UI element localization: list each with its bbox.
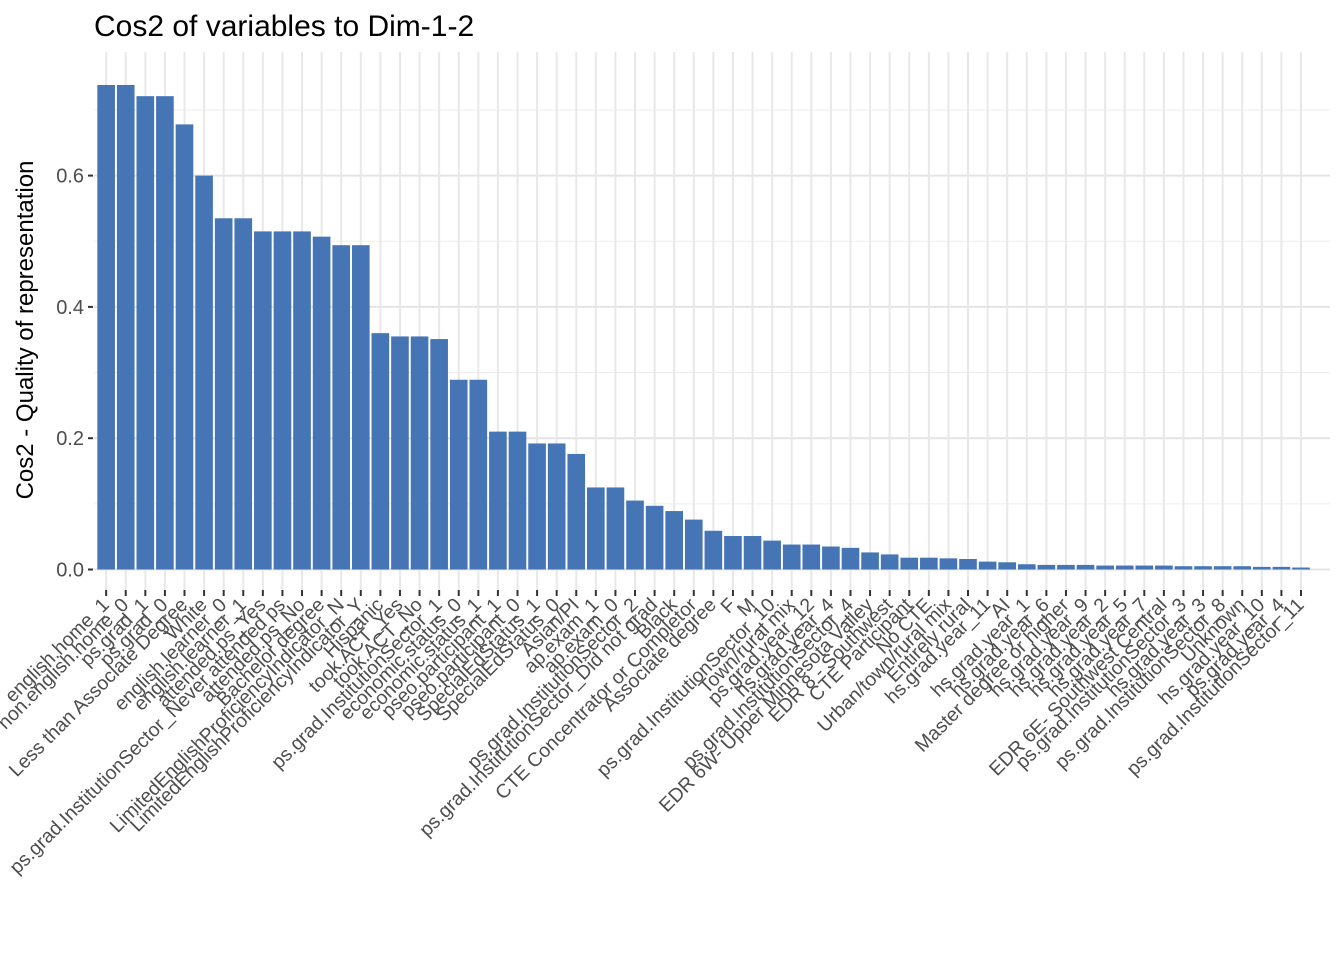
bar [861, 552, 879, 570]
bar [606, 487, 625, 570]
bar [567, 453, 586, 570]
bar [97, 85, 115, 570]
y-tick-label: 0.0 [56, 560, 84, 582]
bar [214, 218, 233, 570]
bar [724, 536, 742, 570]
bar [1096, 565, 1114, 570]
bar [489, 431, 507, 570]
bar [665, 511, 684, 570]
bar [332, 245, 351, 570]
y-tick-label: 0.6 [56, 166, 84, 188]
bar [920, 557, 938, 570]
bar [1292, 567, 1310, 570]
bar [763, 540, 781, 570]
bar [1253, 566, 1271, 570]
bar [1194, 566, 1212, 570]
bar [880, 554, 899, 570]
bar [528, 443, 546, 570]
bar [430, 339, 448, 570]
bar [234, 218, 253, 570]
chart-title: Cos2 of variables to Dim-1-2 [94, 10, 475, 43]
bar [312, 236, 331, 570]
bar [351, 245, 370, 570]
bar [1155, 565, 1173, 570]
bar [782, 544, 801, 570]
y-tick-label: 0.4 [56, 297, 84, 319]
bar [978, 561, 997, 570]
bar [1174, 566, 1193, 570]
bar [802, 544, 821, 570]
bar [273, 231, 292, 570]
bar [195, 175, 213, 570]
bar [391, 336, 409, 570]
bars [97, 85, 1310, 570]
bar [175, 124, 194, 570]
bar [1037, 564, 1056, 570]
x-axis: english.home_1non.english.home_0ps.grad_… [0, 590, 1309, 879]
bar [998, 562, 1017, 570]
bar [547, 443, 566, 570]
bar [1017, 564, 1036, 570]
bar [156, 96, 174, 570]
bar [684, 519, 703, 570]
bar [1213, 566, 1232, 570]
bar [1115, 565, 1134, 570]
bar [254, 231, 272, 570]
bar [1057, 564, 1075, 570]
bar [1135, 565, 1154, 570]
bar [116, 85, 135, 570]
bar [900, 557, 919, 570]
bar [469, 379, 488, 570]
bar [626, 500, 644, 570]
bar [743, 536, 762, 570]
y-tick-label: 0.2 [56, 428, 84, 450]
bar [959, 558, 977, 570]
bar [645, 505, 664, 570]
y-axis: 0.0 0.2 0.4 0.6 [56, 166, 93, 582]
bar [508, 431, 527, 570]
bar [136, 96, 155, 570]
bar [293, 231, 311, 570]
bar [822, 546, 840, 570]
bar [449, 379, 468, 570]
bar [1076, 564, 1095, 570]
bar [1233, 566, 1252, 570]
bar [1272, 566, 1291, 570]
bar [704, 530, 723, 570]
bar [410, 336, 429, 570]
bar [939, 558, 958, 570]
bar [587, 487, 605, 570]
bar [371, 333, 390, 570]
bar [841, 547, 860, 570]
